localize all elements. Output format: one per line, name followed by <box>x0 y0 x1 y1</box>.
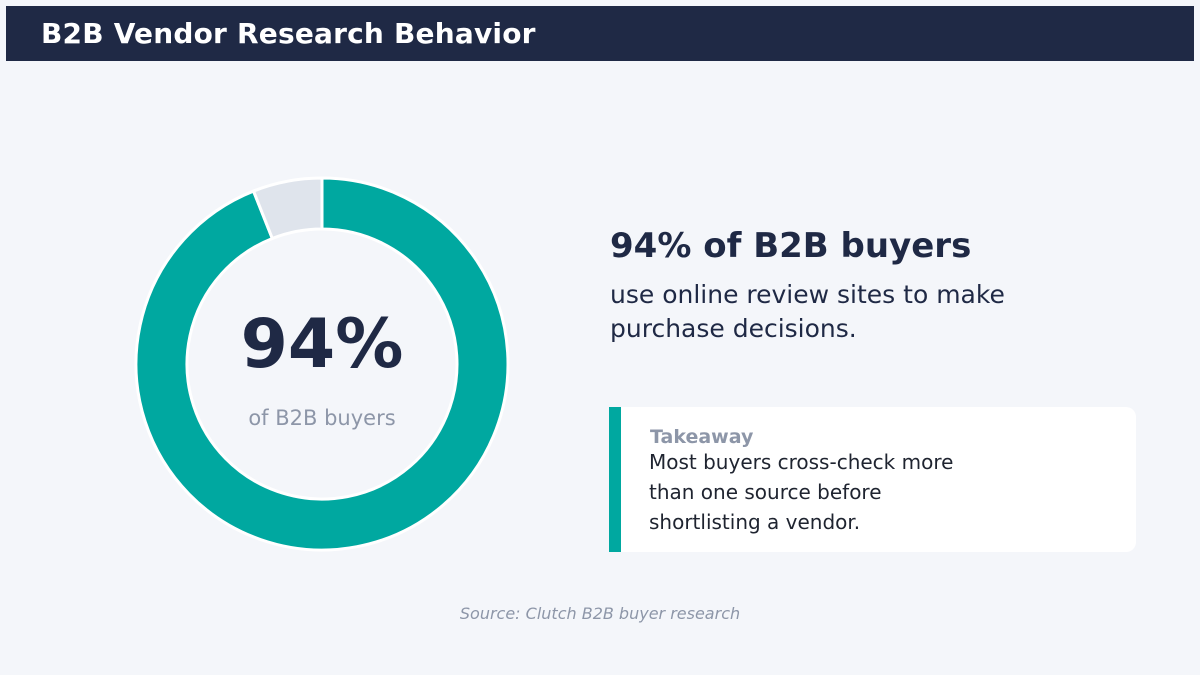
donut-center-value: 94% <box>240 305 404 384</box>
header-banner: B2B Vendor Research Behavior <box>6 6 1194 61</box>
donut-chart <box>134 176 510 552</box>
source-note: Source: Clutch B2B buyer research <box>459 604 741 623</box>
stat-description: use online review sites to make purchase… <box>610 280 1005 343</box>
takeaway-text: Most buyers cross-check more than one so… <box>649 450 954 534</box>
donut-center-label: of B2B buyers <box>248 406 396 430</box>
donut-slices <box>134 176 510 552</box>
page-title: B2B Vendor Research Behavior <box>41 17 536 50</box>
donut-slice-remainder <box>251 176 324 241</box>
takeaway-accent-bar <box>609 407 621 552</box>
takeaway-card: Takeaway Most buyers cross-check more th… <box>609 407 1136 552</box>
takeaway-label: Takeaway <box>650 426 754 448</box>
donut-slice-b2b-buyers <box>134 176 510 552</box>
stat-headline: 94% of B2B buyers <box>610 226 972 266</box>
